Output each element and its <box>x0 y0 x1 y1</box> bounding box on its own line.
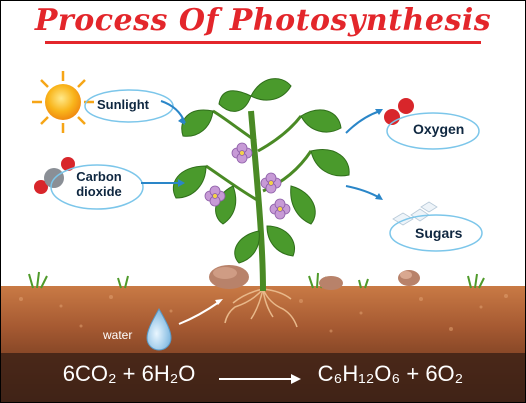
arrow-plant-to-sugars <box>345 185 381 199</box>
carbon-dioxide-molecule-icon <box>34 157 75 194</box>
plant-stem <box>248 110 266 292</box>
title-underline <box>45 41 481 44</box>
arrow-sunlight-to-plant <box>160 100 186 124</box>
equation-band <box>1 353 525 402</box>
label-carbon-dioxide: Carbon dioxide <box>73 169 125 199</box>
plant-flowers <box>204 142 291 220</box>
rocks <box>209 265 420 290</box>
diagram-title: Process Of Photosynthesis <box>34 3 492 38</box>
label-dioxide: dioxide <box>76 184 122 199</box>
sun-icon <box>32 71 94 133</box>
plant-leaves <box>172 78 350 264</box>
sugars-bubble <box>389 214 483 252</box>
equation-arrow-icon <box>219 374 301 384</box>
label-carbon: Carbon <box>76 169 122 184</box>
label-sunlight: Sunlight <box>97 97 149 112</box>
arrow-water-to-roots <box>178 301 220 325</box>
arrow-heads <box>178 109 383 305</box>
label-water: water <box>103 328 133 342</box>
equation-reactants: 6CO₂ + 6H₂O <box>62 361 196 386</box>
arrow-plant-to-oxygen <box>345 110 381 134</box>
equation-products: C₆H₁₂O₆ + 6O₂ <box>317 361 464 386</box>
photosynthesis-equation: 6CO₂ + 6H₂O C₆H₁₂O₆ + 6O₂ <box>1 361 525 387</box>
water-drop-icon <box>146 307 172 351</box>
oxygen-molecule-icon <box>384 98 414 125</box>
label-sugars: Sugars <box>415 225 463 241</box>
soil-texture <box>19 294 508 333</box>
label-oxygen: Oxygen <box>413 121 465 137</box>
carbon-dioxide-bubble <box>50 164 144 210</box>
oxygen-bubble <box>386 112 480 150</box>
